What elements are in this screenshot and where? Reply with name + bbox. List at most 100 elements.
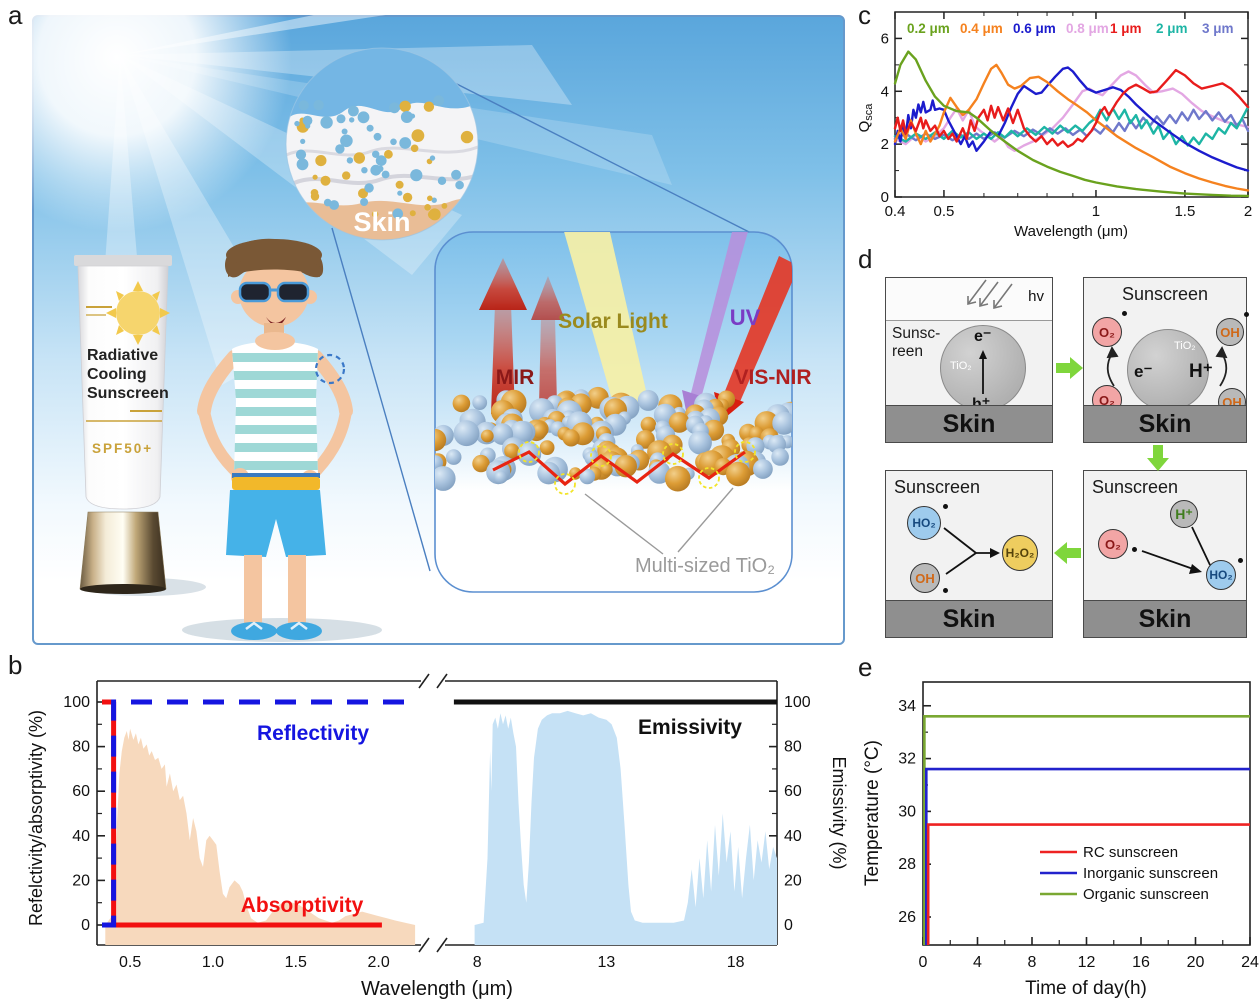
x-tick-label: 20	[1187, 954, 1205, 971]
x-tick-label: 16	[1132, 954, 1150, 971]
x-tick-label: 13	[598, 954, 616, 971]
ho2-label: HO₂	[1209, 568, 1233, 582]
tube-label-line1: Radiative	[87, 347, 158, 364]
y-tick-label: 4	[881, 83, 889, 100]
flow-arrow-right-icon	[1056, 357, 1083, 379]
annotation-Emissivity: Emissivity	[638, 716, 742, 739]
axis-frame	[922, 681, 1251, 946]
series-line-Reflectivity	[102, 699, 412, 928]
x-tick-label: 1.5	[1174, 203, 1195, 220]
mir-label: MIR	[496, 366, 535, 389]
x-tick-label: 2	[1244, 203, 1252, 220]
shorts	[226, 490, 326, 557]
chart-e: 26 28 30 32 34 0 4 8 12 16 20 24 RC sunscreen Inorgan…	[862, 681, 1259, 999]
tube-label-line3: Sunscreen	[87, 385, 169, 402]
series-line-1 μm	[893, 68, 1250, 149]
legend-item-2 μm: 2 μm	[1156, 21, 1188, 36]
x-tick-label: 24	[1241, 954, 1259, 971]
annotation-Absorptivity: Absorptivity	[241, 894, 364, 917]
x-tick-label: 0	[919, 954, 928, 971]
y-tick-label: 40	[784, 828, 802, 845]
skin-zoom-circle: Skin	[285, 47, 479, 241]
sunscreen-hyph1: Sunsc-	[892, 325, 941, 342]
mir-arrows-icon	[479, 258, 565, 414]
y-tick-label: 0	[784, 917, 793, 934]
y-axis-label-left: Refelctivity/absorptivity (%)	[26, 710, 46, 926]
x-tick-label: 0.5	[119, 954, 141, 971]
x-tick-label: 0.4	[885, 203, 906, 220]
o2-label: O₂	[1099, 324, 1115, 340]
x-tick-label: 1	[1092, 203, 1100, 220]
tio2-particle	[1127, 329, 1209, 411]
d-box-peroxide-formation: Sunscreen HO₂ OH H₂O₂ Skin	[885, 470, 1053, 638]
chart-c: 0 2 4 6 0.4 0.5 1 1.5 2 0.2 μm 0.4 μm 0.6 μm 0.8 μm 1…	[856, 11, 1252, 240]
tio2-particle-layer	[435, 386, 792, 492]
y-tick-label: 2	[881, 136, 889, 153]
series-line-2 μm	[893, 105, 1250, 147]
superoxide-radical: O₂	[1092, 317, 1122, 347]
y-tick-label: 6	[881, 30, 889, 47]
radical-dot-icon	[943, 588, 948, 593]
x-tick-label: 12	[1078, 954, 1096, 971]
legend-item-3 μm: 3 μm	[1202, 21, 1234, 36]
y-tick-label: 0	[881, 189, 889, 206]
sunscreen-label: Sunsc- reen	[892, 325, 940, 361]
x-tick-label: 4	[973, 954, 982, 971]
y-tick-label: 100	[784, 694, 811, 711]
panel-a-illustration: Radiative Cooling Sunscreen SPF50+	[32, 15, 845, 645]
legend-item-Inorganic sunscreen: Inorganic sunscreen	[1083, 865, 1218, 882]
d-box-radical-generation: Sunscreen TiO₂ e⁻ H⁺ O₂ O₂ OH OH Skin	[1083, 277, 1249, 443]
flow-arrow-down-icon	[1147, 445, 1169, 471]
skin-band: Skin	[1084, 600, 1246, 637]
x-tick-label: 1.0	[202, 954, 224, 971]
d-box-photoexcitation: hv Sunsc- reen TiO₂ e⁻ h⁺ Skin	[885, 277, 1053, 443]
uv-label: UV	[730, 305, 761, 330]
legend-item-0.6 μm: 0.6 μm	[1013, 21, 1056, 36]
skin-label: Skin	[353, 207, 410, 237]
scattering-path	[492, 450, 746, 487]
series-area-Atmospheric window (a.u.)	[474, 710, 777, 945]
y-axis-label: Qsca	[856, 103, 875, 133]
person	[197, 238, 353, 640]
panel-letter-e: e	[858, 652, 873, 682]
y-tick-label: 0	[81, 917, 90, 934]
radical-dot-icon	[1132, 547, 1137, 552]
solar-beam	[563, 232, 649, 410]
hydroxyl-radical: OH	[1216, 318, 1244, 346]
y-tick-label: 40	[72, 828, 90, 845]
radical-dot-icon	[943, 504, 948, 509]
tio2-label: TiO₂	[950, 360, 972, 372]
tio2-pointer-lines	[584, 487, 734, 555]
radical-dot-icon	[1238, 558, 1243, 563]
electron-label: e⁻	[974, 328, 992, 345]
sunscreen-label: Sunscreen	[1121, 284, 1209, 304]
sun-icon	[106, 281, 170, 345]
axis-break-icon	[436, 673, 448, 689]
y-tick-label: 20	[784, 872, 802, 889]
x-tick-label: 1.5	[285, 954, 307, 971]
proton: H⁺	[1170, 500, 1198, 528]
y-tick-label: 80	[72, 739, 90, 756]
flow-arrow-left-icon	[1054, 542, 1081, 564]
skin-band: Skin	[886, 405, 1052, 442]
x-tick-label: 18	[727, 954, 745, 971]
skin-band: Skin	[1084, 405, 1246, 442]
tube-cap	[79, 511, 167, 590]
legend-item-0.2 μm: 0.2 μm	[907, 21, 950, 36]
hv-strip	[886, 278, 1052, 321]
sunglasses	[238, 281, 310, 303]
tube-spf-label: SPF50+	[92, 441, 153, 456]
d-box-protonation: Sunscreen H⁺ O₂ HO₂ Skin	[1083, 470, 1247, 638]
axis-break-icon	[418, 937, 430, 953]
oh-label: OH	[1220, 324, 1240, 340]
y-axis-label: Temperature (°C)	[862, 740, 883, 886]
radical-dot-icon	[1122, 311, 1127, 316]
skin-particle-dots	[294, 95, 474, 221]
series-line-RC sunscreen	[926, 823, 1250, 945]
y-tick-label: 20	[72, 872, 90, 889]
tube-label-line2: Cooling	[87, 366, 147, 383]
legend-item-RC sunscreen: RC sunscreen	[1083, 844, 1178, 861]
sunscreen-hyph2: reen	[892, 342, 924, 360]
tio2-label: TiO₂	[1174, 340, 1196, 352]
sunscreen-label: Sunscreen	[894, 477, 981, 497]
